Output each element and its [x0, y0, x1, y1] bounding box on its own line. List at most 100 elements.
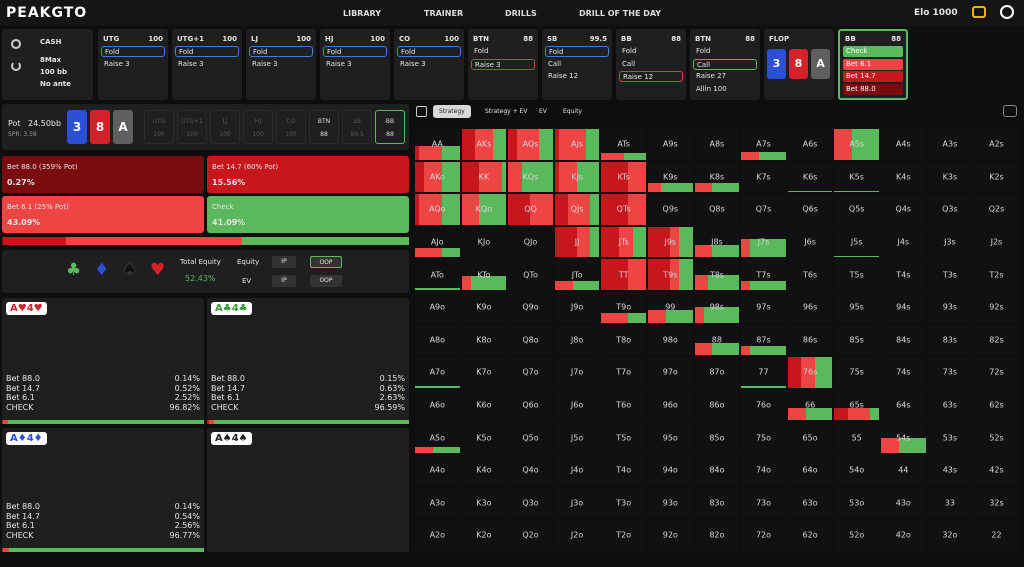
hand-cell[interactable]: QTs [600, 193, 647, 226]
hand-cell[interactable]: T7s [740, 258, 787, 291]
suit-filter[interactable]: ♣ [66, 260, 82, 280]
hand-cell[interactable]: ATs [600, 128, 647, 161]
nav-link[interactable]: LIBRARY [343, 9, 382, 18]
hand-cell[interactable]: KTs [600, 160, 647, 194]
hand-cell[interactable]: 82o [693, 519, 741, 552]
hand-cell[interactable]: 94o [647, 454, 694, 487]
hand-cell[interactable]: T5s [833, 258, 880, 291]
action-option[interactable]: Raise 3 [400, 59, 426, 68]
hand-cell[interactable]: Q5o [507, 421, 554, 454]
action-option[interactable]: Fold [622, 47, 637, 55]
hand-cell[interactable]: 84o [693, 454, 741, 487]
action-option[interactable]: Fold [323, 46, 387, 57]
hand-cell[interactable]: 63s [926, 388, 974, 422]
hand-cell[interactable]: T9s [647, 258, 694, 291]
nav-link[interactable]: DRILLS [505, 9, 537, 18]
hand-cell[interactable]: 52s [973, 421, 1020, 454]
hand-cell[interactable]: Q9o [507, 291, 554, 324]
toggle[interactable]: OOP [310, 256, 342, 268]
hand-cell[interactable]: J2s [973, 225, 1020, 259]
hand-cell[interactable]: T6s [786, 258, 834, 291]
action-option[interactable]: Fold [545, 46, 609, 57]
hand-cell[interactable]: 75o [740, 421, 787, 454]
suit-filter[interactable]: ♥ [150, 260, 166, 280]
hand-cell[interactable]: AQs [507, 128, 554, 161]
action-tile[interactable]: Bet 88.0 (359% Pot) 0.27% [2, 156, 204, 193]
hand-cell[interactable]: J9s [647, 225, 694, 259]
action-option[interactable]: Raise 27 [696, 72, 727, 80]
hand-cell[interactable]: K4s [880, 160, 927, 194]
hand-cell[interactable]: 83s [926, 323, 974, 357]
tab[interactable]: EV [539, 108, 547, 115]
hand-cell[interactable]: 97s [740, 291, 787, 324]
hand-cell[interactable]: 86s [786, 323, 834, 357]
hand-cell[interactable]: T9o [600, 291, 647, 324]
hand-cell[interactable]: Q4o [507, 454, 554, 487]
hand-cell[interactable]: 76o [740, 388, 787, 422]
position-panel[interactable]: CO 100 Fold Raise 3 [394, 29, 464, 100]
hand-cell[interactable]: K6o [460, 388, 508, 422]
hand-cell[interactable]: A7o [414, 356, 461, 389]
hand-cell[interactable]: AJo [414, 225, 461, 259]
hand-cell[interactable]: A9s [647, 128, 694, 161]
hand-cell[interactable]: A2s [973, 128, 1020, 161]
hand-cell[interactable]: J8s [693, 225, 741, 259]
hand-cell[interactable]: 75s [833, 356, 880, 389]
action-tile[interactable]: Check 41.09% [207, 196, 409, 233]
hand-cell[interactable]: Q6o [507, 388, 554, 422]
hand-cell[interactable]: ATo [414, 258, 461, 291]
action-option[interactable]: Raise 12 [548, 72, 579, 80]
hand-cell[interactable]: 65o [786, 421, 834, 454]
hand-cell[interactable]: 98o [647, 323, 694, 357]
action-option[interactable]: Fold [101, 46, 165, 57]
nav-link[interactable]: TRAINER [424, 9, 464, 18]
hand-cell[interactable]: K5o [460, 421, 508, 454]
hand-cell[interactable]: 77 [740, 356, 787, 389]
hand-cell[interactable]: KJo [460, 225, 508, 259]
hand-cell[interactable]: 97o [647, 356, 694, 389]
hand-cell[interactable]: K8o [460, 323, 508, 357]
hand-cell[interactable]: T7o [600, 356, 647, 389]
suit-filter[interactable]: ♦ [94, 260, 110, 280]
hand-cell[interactable]: 62s [973, 388, 1020, 422]
hand-cell[interactable]: 93s [926, 291, 974, 324]
hand-cell[interactable]: J3o [553, 486, 601, 520]
hand-cell[interactable]: Q7s [740, 193, 787, 226]
hand-cell[interactable]: J2o [553, 519, 601, 552]
hand-cell[interactable]: 83o [693, 486, 741, 520]
chat-icon[interactable] [972, 6, 986, 18]
suit-filter[interactable]: ♠ [122, 260, 138, 280]
hand-cell[interactable]: A7s [740, 128, 787, 161]
hand-cell[interactable]: J7s [740, 225, 787, 259]
hand-cell[interactable]: A3o [414, 486, 461, 520]
profile-icon[interactable] [1000, 5, 1014, 19]
hand-cell[interactable]: K7s [740, 160, 787, 194]
hand-cell[interactable]: 95s [833, 291, 880, 324]
hand-cell[interactable]: KQo [460, 193, 508, 226]
tab[interactable]: Equity [563, 108, 582, 115]
action-tile[interactable]: Bet 6.1 (25% Pot) 43.09% [2, 196, 204, 233]
hand-cell[interactable]: AA [414, 128, 461, 161]
hand-cell[interactable]: 53o [833, 486, 880, 520]
hand-cell[interactable]: T5o [600, 421, 647, 454]
hand-cell[interactable]: KQs [507, 160, 554, 194]
hand-cell[interactable]: A8s [693, 128, 741, 161]
position-panel[interactable]: BB 88 Fold Call Raise 12 [616, 29, 686, 100]
hand-cell[interactable]: 72o [740, 519, 787, 552]
hand-cell[interactable]: 72s [973, 356, 1020, 389]
hand-cell[interactable]: Q2s [973, 193, 1020, 226]
hand-cell[interactable]: QQ [507, 193, 554, 226]
hand-cell[interactable]: Q7o [507, 356, 554, 389]
hand-cell[interactable]: 98s [693, 291, 741, 324]
hand-cell[interactable]: KTo [460, 258, 508, 291]
action-option[interactable]: Fold [175, 46, 239, 57]
position-panel[interactable]: BTN 88 Fold Raise 3 [468, 29, 538, 100]
hand-cell[interactable]: 43s [926, 454, 974, 487]
hand-cell[interactable]: 95o [647, 421, 694, 454]
hand-cell[interactable]: A4o [414, 454, 461, 487]
hand-cell[interactable]: J6s [786, 225, 834, 259]
nav-link[interactable]: DRILL OF THE DAY [579, 9, 662, 18]
hand-cell[interactable]: AQo [414, 193, 461, 226]
hand-cell[interactable]: 74o [740, 454, 787, 487]
hand-cell[interactable]: 74s [880, 356, 927, 389]
